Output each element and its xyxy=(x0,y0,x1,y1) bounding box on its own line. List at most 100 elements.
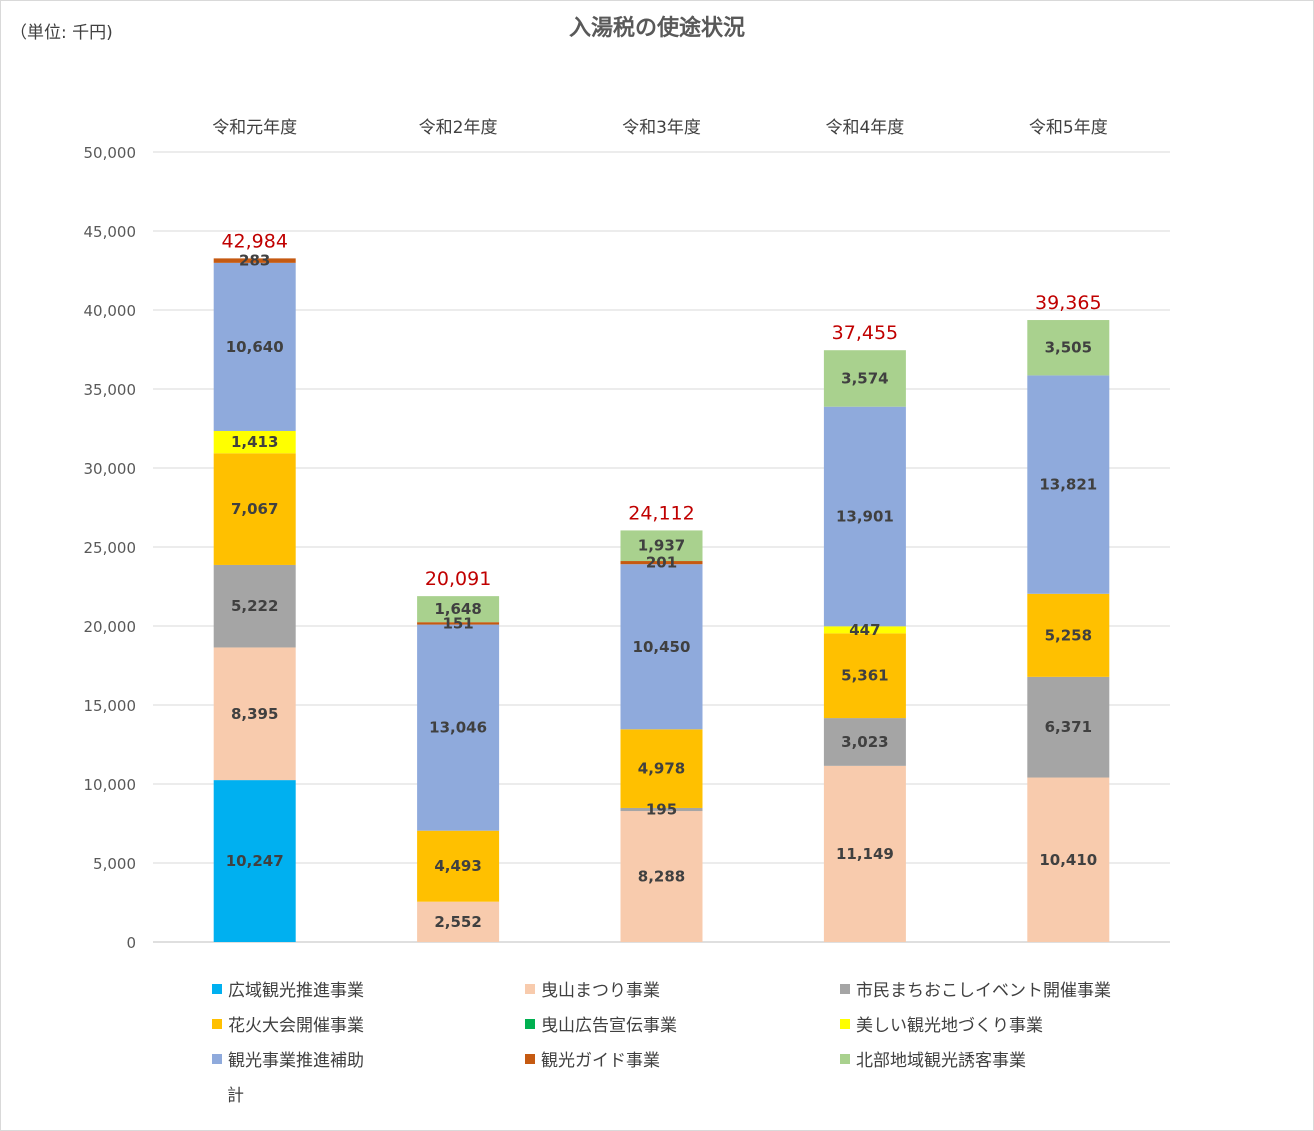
data-label: 6,371 xyxy=(1045,718,1092,736)
data-label: 8,288 xyxy=(638,868,685,886)
chart-title: 入湯税の使途状況 xyxy=(568,16,745,41)
legend-item: 美しい観光地づくり事業 xyxy=(840,1011,1043,1036)
data-label: 7,067 xyxy=(231,500,278,518)
legend-item: 観光ガイド事業 xyxy=(525,1046,660,1071)
bar-segment xyxy=(417,622,500,625)
bar-segment xyxy=(417,596,500,623)
bar-segment xyxy=(823,350,906,407)
bar-segment xyxy=(417,901,500,942)
bar-segment xyxy=(213,262,296,431)
y-tick-label: 40,000 xyxy=(84,302,137,320)
legend-swatch xyxy=(840,1018,850,1029)
data-label: 2,552 xyxy=(434,913,481,931)
bar-segment xyxy=(823,406,906,627)
data-label: 447 xyxy=(849,621,880,639)
y-tick-label: 0 xyxy=(126,934,136,952)
data-label: 1,648 xyxy=(434,600,481,618)
bar-segment xyxy=(213,453,296,565)
legend-swatch xyxy=(525,983,535,994)
total-label: 39,365 xyxy=(1035,292,1101,314)
total-label: 20,091 xyxy=(425,568,491,590)
data-label: 3,023 xyxy=(841,733,888,751)
bar-segment xyxy=(823,765,906,942)
y-tick-label: 15,000 xyxy=(84,697,137,715)
bar-segment xyxy=(620,807,703,812)
bar-segment xyxy=(823,626,906,634)
data-label: 3,574 xyxy=(841,369,888,387)
y-tick-label: 25,000 xyxy=(84,539,137,557)
y-tick-label: 45,000 xyxy=(84,223,137,241)
y-tick-label: 30,000 xyxy=(84,460,137,478)
data-label: 1,413 xyxy=(231,433,278,451)
legend-item: 花火大会開催事業 xyxy=(212,1011,364,1036)
legend-swatch xyxy=(525,1018,535,1029)
x-category-label: 令和2年度 xyxy=(419,118,498,138)
bar-segment xyxy=(620,811,703,942)
bar-segment xyxy=(620,729,703,808)
data-label: 151 xyxy=(442,614,473,632)
bar-segment xyxy=(213,564,296,648)
y-tick-label: 10,000 xyxy=(84,776,137,794)
bar-segment xyxy=(620,530,703,562)
data-label: 1,937 xyxy=(638,537,685,555)
y-tick-label: 5,000 xyxy=(93,855,136,873)
bar-segment xyxy=(213,258,296,263)
data-label: 283 xyxy=(239,252,270,270)
legend-swatch xyxy=(212,1053,222,1064)
bar-segment xyxy=(417,624,500,831)
data-label: 195 xyxy=(646,801,677,819)
data-label: 5,361 xyxy=(841,667,888,685)
bar-segment xyxy=(823,718,906,766)
data-label: 5,258 xyxy=(1045,626,1092,644)
legend-swatch xyxy=(525,1053,535,1064)
legend-label: 曳山広告宣伝事業 xyxy=(541,1016,677,1036)
legend-total-label: 計 xyxy=(227,1086,244,1106)
data-label: 4,978 xyxy=(638,760,685,778)
data-label: 10,247 xyxy=(226,852,284,870)
bar-segment xyxy=(823,633,906,719)
x-category-label: 令和元年度 xyxy=(212,118,297,138)
data-label: 13,901 xyxy=(836,507,894,525)
total-label: 42,984 xyxy=(221,230,287,252)
data-label: 3,505 xyxy=(1045,339,1092,357)
data-label: 5,222 xyxy=(231,597,278,615)
bar-segment xyxy=(213,430,296,454)
data-label: 10,640 xyxy=(226,338,284,356)
data-label: 8,395 xyxy=(231,705,278,723)
legend-label: 市民まちおこしイベント開催事業 xyxy=(856,981,1111,1001)
data-label: 10,450 xyxy=(633,638,691,656)
legend-label: 観光事業推進補助 xyxy=(228,1051,364,1071)
data-label: 4,493 xyxy=(434,857,481,875)
bar-segment xyxy=(620,564,703,730)
legend-item: 曳山まつり事業 xyxy=(525,976,660,1001)
legend-label: 広域観光推進事業 xyxy=(228,981,364,1001)
data-label: 13,821 xyxy=(1039,476,1097,494)
legend-item: 北部地域観光誘客事業 xyxy=(840,1046,1026,1071)
legend-label: 観光ガイド事業 xyxy=(541,1051,660,1071)
x-category-label: 令和3年度 xyxy=(622,118,701,138)
data-label: 13,046 xyxy=(429,719,487,737)
bar-segment xyxy=(1027,777,1110,942)
legend-label: 美しい観光地づくり事業 xyxy=(856,1016,1043,1036)
legend-label: 花火大会開催事業 xyxy=(228,1016,364,1036)
data-label: 11,149 xyxy=(836,845,894,863)
y-tick-label: 20,000 xyxy=(84,618,137,636)
legend-swatch xyxy=(840,983,850,994)
total-label: 37,455 xyxy=(832,322,898,344)
x-category-label: 令和5年度 xyxy=(1029,118,1108,138)
y-tick-label: 35,000 xyxy=(84,381,137,399)
legend-item: 曳山広告宣伝事業 xyxy=(525,1011,677,1036)
x-category-label: 令和4年度 xyxy=(825,118,904,138)
legend-swatch xyxy=(212,1018,222,1029)
y-tick-label: 50,000 xyxy=(84,144,137,162)
legend-item: 市民まちおこしイベント開催事業 xyxy=(840,976,1111,1001)
legend-label: 曳山まつり事業 xyxy=(541,981,660,1001)
legend-label: 北部地域観光誘客事業 xyxy=(856,1051,1026,1071)
bar-segment xyxy=(1027,375,1110,594)
bar-segment xyxy=(1027,676,1110,778)
bar-segment xyxy=(1027,593,1110,677)
bar-segment xyxy=(1027,320,1110,376)
bar-segment xyxy=(213,647,296,781)
total-label: 24,112 xyxy=(628,502,694,524)
